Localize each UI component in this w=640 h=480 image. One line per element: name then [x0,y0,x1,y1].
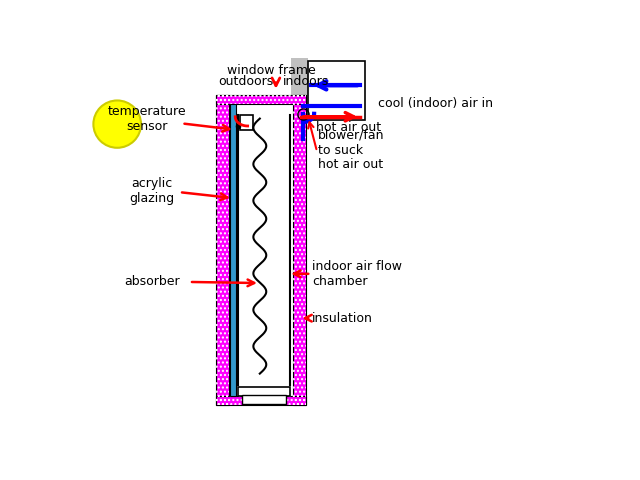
Text: acrylic
glazing: acrylic glazing [129,177,175,204]
Bar [216,95,306,104]
Text: absorber: absorber [124,275,180,288]
Ellipse shape [93,100,141,148]
Bar [242,396,286,404]
Text: cool (indoor) air in: cool (indoor) air in [378,97,493,110]
Bar [237,386,291,396]
Text: outdoors: outdoors [218,75,274,88]
Bar [216,396,306,405]
Text: window frame: window frame [227,64,316,77]
Bar [293,95,306,405]
Text: hot air out: hot air out [316,121,381,134]
Bar [308,61,365,120]
Text: indoor air flow
chamber: indoor air flow chamber [312,260,402,288]
Bar [229,104,293,396]
Bar [216,396,306,405]
Bar [291,54,308,104]
Bar [216,95,229,405]
Text: insulation: insulation [312,312,373,324]
Bar [230,104,236,396]
Bar [240,115,253,130]
Text: indoors: indoors [282,75,329,88]
Text: temperature
sensor: temperature sensor [108,105,186,132]
Bar [216,95,229,405]
Bar [293,95,306,405]
Bar [216,95,306,104]
Text: blower/fan
to suck
hot air out: blower/fan to suck hot air out [318,129,385,171]
